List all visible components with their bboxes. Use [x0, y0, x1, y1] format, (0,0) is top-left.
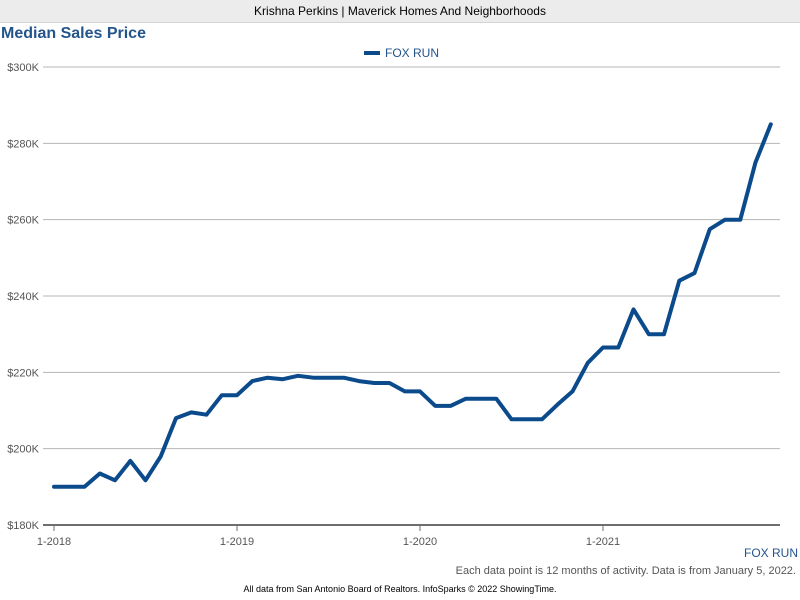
legend-swatch: [364, 51, 380, 55]
data-point: [98, 471, 102, 475]
data-point: [662, 332, 666, 336]
data-point: [403, 389, 407, 393]
data-point: [235, 393, 239, 397]
legend-label: FOX RUN: [385, 46, 439, 60]
data-point: [357, 379, 361, 383]
y-tick-label: $300K: [7, 62, 39, 74]
y-tick-label: $260K: [7, 215, 39, 227]
data-point: [769, 122, 773, 126]
data-point: [388, 381, 391, 385]
data-point: [205, 413, 208, 417]
data-point: [464, 397, 468, 401]
x-tick-label: 1-2018: [37, 536, 71, 548]
data-point: [708, 227, 712, 231]
data-point: [372, 381, 376, 385]
header-title: Krishna Perkins | Maverick Homes And Nei…: [254, 4, 546, 18]
x-tick-label: 1-2019: [220, 536, 254, 548]
footnote: Each data point is 12 months of activity…: [455, 565, 796, 577]
data-point: [52, 485, 56, 489]
series-tag: FOX RUN: [744, 546, 798, 560]
data-point: [616, 346, 620, 350]
data-point: [67, 485, 71, 489]
y-tick-label: $280K: [7, 138, 39, 150]
x-tick-label: 1-2020: [403, 536, 437, 548]
x-tick-label: 1-2021: [586, 536, 620, 548]
data-point: [327, 376, 330, 380]
data-point: [342, 376, 346, 380]
chart-legend[interactable]: FOX RUN: [364, 46, 439, 60]
data-point: [266, 376, 269, 380]
data-point: [250, 379, 254, 383]
data-point: [510, 417, 513, 421]
data-point: [311, 376, 315, 380]
data-point: [449, 404, 452, 408]
data-point: [113, 478, 117, 482]
data-point: [479, 397, 483, 401]
y-tick-label: $200K: [7, 444, 39, 456]
y-tick-label: $180K: [7, 520, 39, 532]
data-point: [723, 218, 727, 222]
data-point: [555, 403, 559, 407]
y-tick-label: $240K: [7, 291, 39, 303]
data-point: [647, 332, 651, 336]
page-header: Krishna Perkins | Maverick Homes And Nei…: [0, 0, 800, 23]
data-point: [144, 478, 147, 482]
data-point: [632, 307, 635, 311]
data-point: [296, 374, 300, 378]
source-credit: All data from San Antonio Board of Realt…: [243, 584, 557, 594]
data-point: [677, 279, 681, 283]
data-point: [601, 346, 605, 350]
data-point: [83, 485, 86, 489]
chart-title: Median Sales Price: [1, 25, 146, 42]
data-point: [754, 160, 757, 164]
y-tick-label: $220K: [7, 367, 39, 379]
data-point: [433, 404, 437, 408]
data-point: [738, 218, 742, 222]
data-point: [281, 377, 285, 381]
data-point: [540, 417, 544, 421]
data-point: [418, 389, 422, 393]
series-line: [52, 122, 773, 489]
data-point: [494, 397, 498, 401]
data-point: [128, 459, 132, 463]
data-point: [571, 389, 574, 393]
data-point: [525, 417, 529, 421]
data-point: [174, 416, 178, 420]
data-point: [159, 454, 163, 458]
data-point: [586, 361, 590, 365]
data-point: [693, 271, 696, 275]
data-point: [189, 410, 193, 414]
data-point: [220, 393, 224, 397]
